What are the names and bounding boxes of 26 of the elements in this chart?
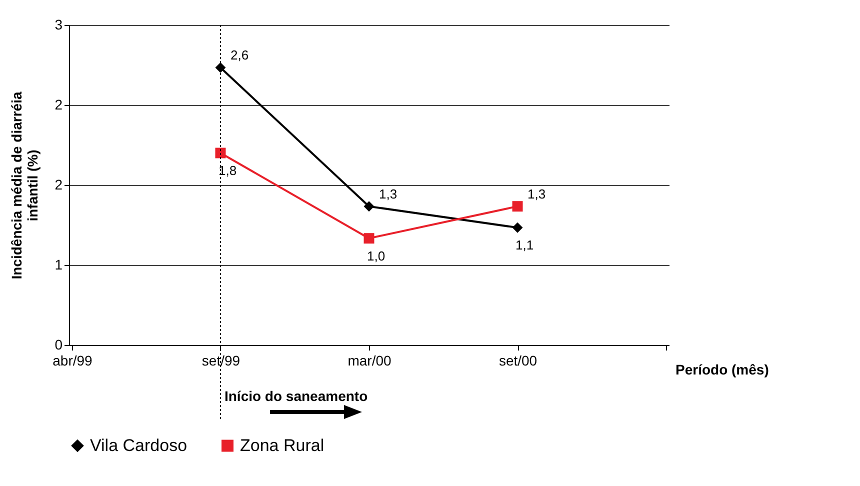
x-tick-label: set/99: [202, 352, 240, 368]
point: [215, 62, 226, 73]
x-axis-title: Período (mês): [676, 362, 769, 378]
data-label: 1,0: [367, 248, 386, 264]
y-tick-label: 1: [54, 256, 63, 272]
data-label: 1,3: [379, 186, 398, 202]
point: [364, 201, 374, 212]
ref-line-label: Início do saneamento: [224, 388, 368, 404]
point: [512, 222, 523, 233]
data-label: 1,8: [218, 163, 237, 178]
point: [364, 233, 374, 244]
legend-label: Vila Cardoso: [90, 436, 188, 455]
x-tick-label: abr/99: [52, 352, 93, 368]
y-tick-label: 3: [54, 16, 63, 32]
legend-label: Zona Rural: [240, 436, 324, 455]
point: [512, 201, 523, 212]
point: [215, 148, 226, 158]
x-tick-label: set/00: [498, 352, 538, 368]
y-tick-label: 0: [54, 336, 63, 352]
data-label: 2,6: [230, 48, 249, 63]
data-label: 1,3: [528, 186, 546, 202]
y-tick-label: 2: [54, 96, 63, 112]
data-label: 1,1: [516, 238, 534, 253]
y-tick-label: 2: [54, 176, 63, 192]
x-tick-label: mar/00: [348, 352, 392, 368]
y-axis-title: Incidência média de diarréia infantil (%): [8, 92, 41, 280]
